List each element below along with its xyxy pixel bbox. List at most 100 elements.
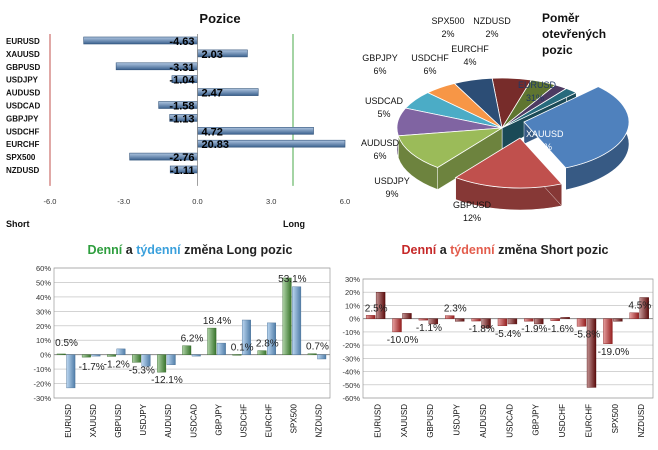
y-tick-label: -60% [342,394,360,403]
pie-slice-eurusd [523,86,630,169]
bar-denní-spx500 [603,318,613,344]
bar-denní-eurusd [56,353,66,355]
pie-label-nzdusd: NZDUSD [473,16,511,26]
category-label-usdjpy: USDJPY [453,403,462,435]
data-label-spx500: -19.0% [598,347,630,358]
data-label-spx500: 53.1% [278,274,306,285]
category-label-eurchf: EURCHF [584,404,593,437]
y-tick-label: 20% [36,322,51,331]
pie-percent-usdcad: 5% [377,109,390,119]
category-label-usdchf: USDCHF [6,127,39,136]
data-label-xauusd: -1.7% [79,362,105,373]
bar-týdenní-eurusd [66,354,76,389]
category-label-audusd: AUDUSD [164,404,173,438]
pie-label-usdjpy: USDJPY [374,176,410,186]
value-label-usdchf: 4.72 [202,126,223,138]
data-label-usdcad: -5.4% [495,329,521,340]
value-label-gbpjpy: -1.13 [169,113,194,125]
category-label-usdchf: USDCHF [558,404,567,437]
category-label-xauusd: XAUUSD [89,404,98,438]
data-label-usdjpy: -5.3% [129,365,155,376]
y-tick-label: 60% [36,264,51,273]
bar-týdenní-usdchf [560,317,570,319]
pie-label-usdchf: USDCHF [411,53,449,63]
long-change-chart: Denní a týdenní změna Long pozic 60% 50% 40… [0,236,335,445]
y-tick-label: 0% [40,351,51,360]
pie-label-xauusd: XAUUSD [526,129,564,139]
bar-denní-gbpjpy [207,327,217,355]
data-label-eurusd: 0.5% [55,338,78,349]
y-tick-label: -10% [33,365,51,374]
category-label-gbpusd: GBPUSD [114,404,123,438]
y-tick-label: -20% [33,380,51,389]
data-label-gbpusd: -1.2% [104,359,130,370]
category-label-eurchf: EURCHF [265,404,274,437]
bar-týdenní-usdchf [241,319,251,355]
value-label-nzdusd: -1.11 [170,165,194,177]
pie-label-gbpjpy: GBPJPY [362,53,398,63]
category-label-gbpjpy: GBPJPY [6,114,39,123]
bar-denní-xauusd [81,354,91,358]
data-label-gbpusd: -1.1% [416,323,442,334]
pie-title-line: otevřených [542,27,606,41]
bar-denní-usdcad [182,345,192,355]
pie-percent-audusd: 6% [373,151,386,161]
bar-denní-gbpusd [106,354,116,357]
plot-frame [53,267,331,399]
y-tick-label: 10% [345,301,360,310]
pie-percent-usdjpy: 9% [385,189,398,199]
plot-frame [362,278,654,399]
pie-title-line: Poměr [542,11,580,25]
chart-title: Denní a týdenní změna Short pozic [402,243,609,257]
pie-chart: EURUSD 31% XAUUSD 17% GBPUSD 12% USDJPY 9% AUDUS… [350,0,658,235]
data-label-gbpjpy: -1.9% [521,324,547,335]
chart-title-part: týdenní [136,243,181,257]
category-label-usdchf: USDCHF [239,404,248,437]
bar-denní-audusd [157,354,167,373]
y-tick-label: -10% [342,328,360,337]
pie-title-line: pozic [542,43,573,57]
y-tick-label: 30% [345,275,360,284]
chart-title: Pozice [199,11,240,26]
y-tick-label: 20% [345,288,360,297]
pozice-chart-svg: Pozice EURUSD -4.63 XAUUSD 2.03 GBPUSD -3.31 US… [6,11,350,229]
short-label: Short [6,219,30,229]
value-label-gbpusd: -3.31 [169,62,194,74]
category-label-eurusd: EURUSD [374,404,383,438]
bar-týdenní-xauusd [402,313,412,319]
bar-týdenní-gbpusd [116,348,126,355]
category-label-usdjpy: USDJPY [6,76,39,85]
bar-denní-eurusd [365,315,376,319]
bar-denní-gbpjpy [524,318,534,322]
category-label-spx500: SPX500 [6,153,36,162]
pie-chart-svg: EURUSD 31% XAUUSD 17% GBPUSD 12% USDJPY 9% AUDUS… [361,11,630,223]
data-label-usdcad: 6.2% [181,334,204,345]
y-tick-label: -30% [33,394,51,403]
bar-týdenní-nzdusd [317,354,327,360]
bar-denní-usdchf [232,354,242,356]
category-label-eurusd: EURUSD [6,37,40,46]
y-tick-label: -50% [342,381,360,390]
data-label-audusd: -1.8% [469,324,495,335]
y-tick-label: -40% [342,368,360,377]
value-label-xauusd: 2.03 [202,49,223,61]
pie-percent-usdchf: 6% [423,66,436,76]
bar-denní-audusd [471,318,481,322]
value-label-spx500: -2.76 [169,152,194,164]
bar-týdenní-eurusd [375,292,386,319]
chart-title-part: a [436,243,450,257]
data-label-eurchf: 2.8% [256,339,279,350]
x-tick-label: -3.0 [117,197,130,206]
y-tick-label: 50% [36,278,51,287]
y-tick-label: -30% [342,354,360,363]
bar-týdenní-nzdusd [639,297,649,319]
data-label-nzdusd: 4.5% [628,301,651,312]
category-label-audusd: AUDUSD [6,89,40,98]
pie-percent-nzdusd: 2% [485,29,498,39]
bar-denní-eurchf [257,350,267,355]
pie-label-eurchf: EURCHF [451,44,489,54]
pie-percent-eurusd: 31% [526,93,544,103]
data-label-usdjpy: 2.3% [444,304,467,315]
bar-týdenní-audusd [166,354,176,365]
pie-slice-gbpusd [397,127,503,168]
